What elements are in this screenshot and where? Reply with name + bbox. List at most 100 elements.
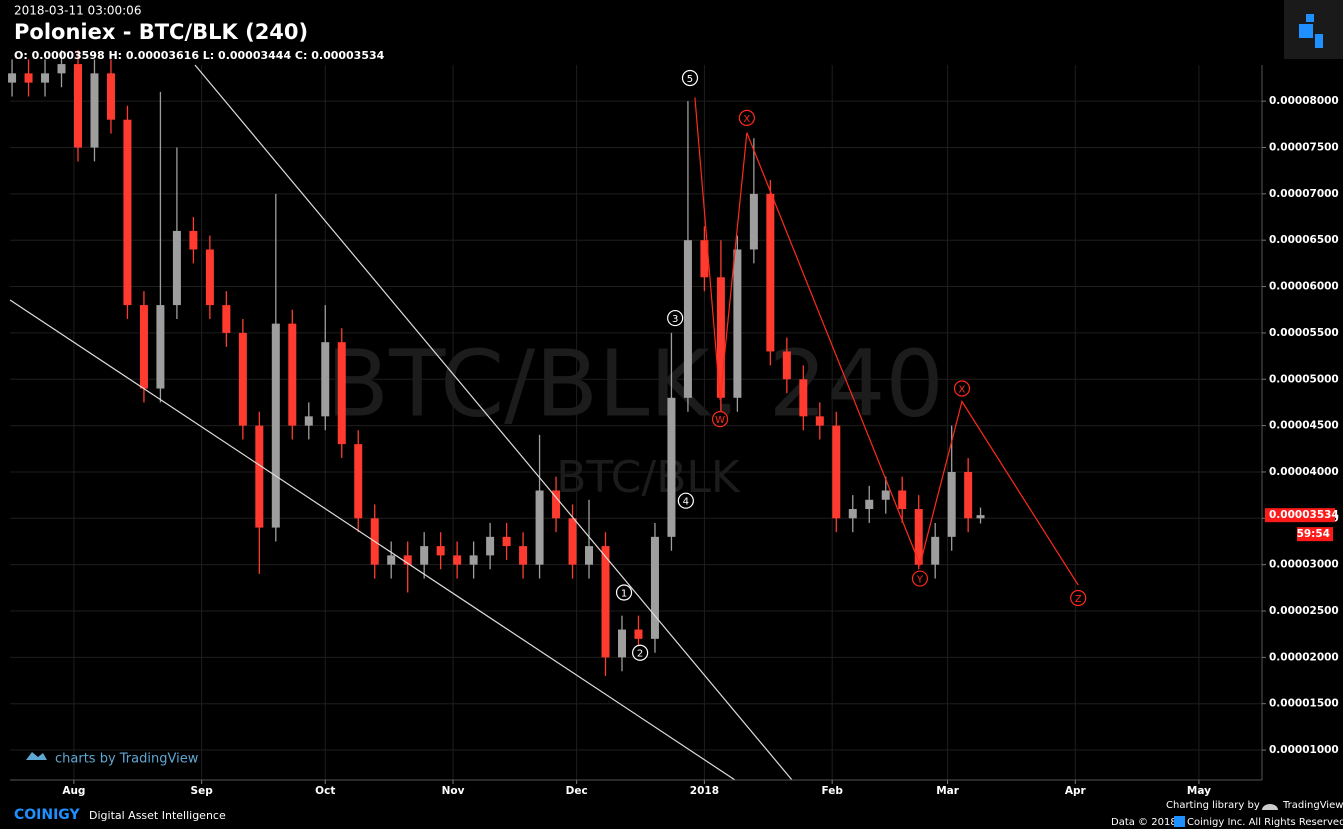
candle-body bbox=[469, 555, 478, 565]
trend-line bbox=[194, 64, 793, 781]
candle-body bbox=[255, 425, 264, 528]
candle-body bbox=[57, 64, 66, 74]
tv-icon bbox=[26, 752, 47, 760]
axes: 0.00001000 0.00001500 0.00002000 0.00002500… bbox=[62, 95, 1338, 797]
y-tick-label: 0.00004500 bbox=[1269, 420, 1339, 432]
candle-body bbox=[976, 515, 985, 519]
candle-body bbox=[222, 305, 231, 333]
wave-marker bbox=[711, 411, 729, 428]
wave-marker bbox=[738, 109, 755, 126]
wave-label: X bbox=[959, 385, 966, 396]
wave-marker bbox=[953, 380, 971, 397]
candle-body bbox=[667, 397, 676, 537]
ohlc: O: 0.00003598 H: 0.00003616 L: 0.0000344… bbox=[14, 49, 385, 62]
candle-body bbox=[304, 416, 313, 426]
candle-body bbox=[568, 518, 577, 565]
candle-body bbox=[24, 73, 33, 83]
y-tick-label: 0.00007500 bbox=[1269, 142, 1339, 154]
tv-badge[interactable]: charts by TradingView bbox=[55, 752, 199, 767]
x-tick-label: Aug bbox=[62, 785, 85, 797]
y-tick-label: 0.00007000 bbox=[1269, 188, 1339, 200]
candle-body bbox=[815, 416, 824, 426]
countdown-box bbox=[1297, 527, 1333, 542]
x-tick-label: Dec bbox=[566, 785, 588, 797]
candle-body bbox=[634, 629, 643, 639]
y-tick-label: 0.00001500 bbox=[1269, 698, 1339, 710]
candle-body bbox=[799, 379, 808, 417]
candle-body bbox=[502, 536, 511, 547]
wave-label: W bbox=[715, 415, 725, 426]
candle-body bbox=[123, 119, 132, 306]
wave-label: 3 bbox=[672, 314, 678, 325]
candle-body bbox=[881, 490, 890, 500]
wave-marker bbox=[615, 584, 633, 601]
y-tick-label: 0.00002000 bbox=[1269, 651, 1339, 663]
candle-body bbox=[601, 546, 610, 658]
candle-body bbox=[585, 546, 594, 565]
candle-body bbox=[964, 471, 973, 519]
candle-body bbox=[865, 499, 874, 510]
candle-body bbox=[947, 471, 956, 537]
tagline: Digital Asset Intelligence bbox=[89, 809, 226, 822]
candle-body bbox=[832, 425, 841, 519]
candle-body bbox=[700, 240, 709, 278]
coinigy-icon bbox=[1174, 816, 1185, 827]
candle-body bbox=[73, 64, 82, 148]
wave-label: 5 bbox=[687, 74, 693, 85]
candle-body bbox=[420, 546, 429, 565]
candle-body bbox=[716, 277, 725, 398]
wave-line bbox=[694, 97, 1079, 586]
wave-marker bbox=[677, 492, 694, 509]
candle-body bbox=[288, 323, 297, 426]
candle-body bbox=[321, 342, 330, 417]
x-tick-label: Oct bbox=[315, 785, 335, 797]
wave-label: Z bbox=[1075, 594, 1082, 605]
candle-body bbox=[139, 305, 148, 389]
x-tick-label: Nov bbox=[442, 785, 465, 797]
candle-body bbox=[848, 509, 857, 519]
candle-body bbox=[238, 332, 247, 426]
rights: Coinigy Inc. All Rights Reserved. bbox=[1187, 817, 1343, 828]
wave-label: 4 bbox=[683, 497, 689, 508]
candle-body bbox=[8, 73, 17, 83]
candle-body bbox=[733, 249, 742, 398]
candle-body bbox=[41, 73, 50, 83]
y-tick-label: 0.00006500 bbox=[1269, 234, 1339, 246]
candle-body bbox=[189, 230, 198, 250]
y-tick-label: 0.00005500 bbox=[1269, 327, 1339, 339]
candle-body bbox=[931, 536, 940, 565]
x-tick-label: Sep bbox=[191, 785, 214, 797]
candle-body bbox=[683, 240, 692, 398]
wave-label: 1 bbox=[621, 588, 627, 599]
candle-body bbox=[90, 73, 99, 148]
brand: COINIGY bbox=[14, 807, 80, 823]
candle-body bbox=[914, 509, 923, 565]
candle-body bbox=[486, 536, 495, 556]
y-tick-label: 0.00004000 bbox=[1269, 466, 1339, 478]
x-tick-label: 2018 bbox=[690, 785, 719, 797]
x-tick-label: Feb bbox=[821, 785, 843, 797]
logo bbox=[1284, 0, 1343, 59]
y-tick-label: 0.00002500 bbox=[1269, 605, 1339, 617]
x-tick-label: Apr bbox=[1065, 785, 1087, 797]
candle-body bbox=[337, 342, 346, 445]
candle-body bbox=[766, 193, 775, 352]
y-tick-label: 0.00005000 bbox=[1269, 373, 1339, 385]
x-tick-label: Mar bbox=[936, 785, 960, 797]
candle-body bbox=[403, 555, 412, 565]
wave-label: X bbox=[743, 114, 750, 125]
candle-body bbox=[749, 193, 758, 250]
candle-body bbox=[106, 73, 115, 120]
watermark-small: BTC/BLK bbox=[556, 452, 741, 503]
candle-body bbox=[782, 351, 791, 380]
last-price-box bbox=[1265, 508, 1335, 523]
overlay: 5 X W 3 4 1 2 Y X Z bbox=[615, 69, 1087, 661]
wave-marker bbox=[1070, 589, 1087, 607]
watermark: BTC/BLK, 240 bbox=[326, 330, 944, 437]
candle-body bbox=[552, 490, 561, 519]
wave-label: Y bbox=[916, 575, 924, 586]
y-tick-label: 0.00008000 bbox=[1269, 95, 1339, 107]
wave-marker bbox=[681, 69, 699, 87]
wave-marker bbox=[632, 644, 649, 661]
